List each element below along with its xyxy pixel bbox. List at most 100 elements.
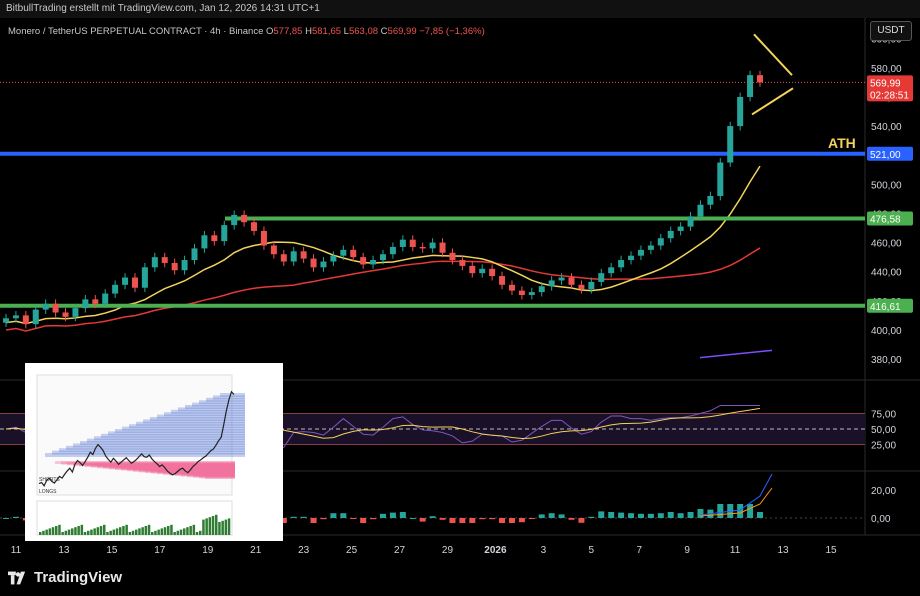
candle-body xyxy=(489,268,496,277)
inset-liq-band-pink xyxy=(175,473,235,476)
inset-volume-bar xyxy=(179,529,183,535)
price-tick-label: 500,00 xyxy=(871,180,902,191)
inset-liq-band-blue xyxy=(206,397,245,402)
inset-liq-band-blue xyxy=(213,395,245,400)
currency-button[interactable]: USDT xyxy=(870,21,912,41)
inset-svg: SHORTS LONGS xyxy=(25,363,283,541)
time-tick-label: 29 xyxy=(442,545,454,556)
tradingview-logo[interactable]: TradingView xyxy=(8,569,122,586)
countdown-badge-bg xyxy=(867,87,913,102)
rsi-tick-label: 25,00 xyxy=(871,441,896,452)
candle-body xyxy=(131,277,138,288)
attribution-text: BitbullTrading erstellt mit TradingView.… xyxy=(6,3,320,14)
inset-liq-band-blue xyxy=(136,421,245,426)
inset-volume-bar xyxy=(138,528,141,535)
candle-body xyxy=(469,265,476,274)
candle-body xyxy=(628,255,635,261)
candle-body xyxy=(251,222,258,231)
macd-histogram-bar xyxy=(360,518,367,523)
macd-histogram-bar xyxy=(399,512,406,518)
inset-liq-band-blue xyxy=(199,400,245,405)
macd-histogram-bar xyxy=(518,518,525,523)
inset-volume-bar xyxy=(176,530,180,535)
time-tick-label: 5 xyxy=(589,545,595,556)
time-tick-label: 11 xyxy=(11,545,22,556)
candle-body xyxy=(677,226,684,231)
inset-volume-bar xyxy=(67,529,71,535)
inset-liq-band-blue xyxy=(115,429,245,433)
candle-body xyxy=(389,246,396,255)
inset-liq-band-blue xyxy=(73,443,245,448)
time-tick-label: 11 xyxy=(730,545,741,556)
macd-histogram-bar xyxy=(429,516,436,518)
inset-liq-band-blue xyxy=(80,441,245,445)
time-tick-label: 13 xyxy=(777,545,789,556)
inset-liq-band-pink xyxy=(109,466,235,470)
inset-volume-bar xyxy=(74,527,77,535)
candle-body xyxy=(62,312,69,317)
inset-volume-bar xyxy=(93,528,96,535)
legend-h-value: 581,65 xyxy=(312,26,344,37)
macd-histogram-bar xyxy=(737,504,744,518)
macd-histogram-bar xyxy=(717,504,724,518)
level-badge-bg xyxy=(867,298,913,313)
candle-body xyxy=(380,254,386,261)
time-tick-label: 3 xyxy=(541,545,547,556)
inset-volume-bar xyxy=(42,530,45,535)
macd-histogram-bar xyxy=(637,513,644,518)
macd-histogram-bar xyxy=(419,518,426,522)
candle-body xyxy=(667,230,674,239)
legend-o-label: O xyxy=(266,26,273,37)
inset-volume-bar xyxy=(154,530,157,535)
candle-body xyxy=(161,257,168,263)
time-tick-label: 23 xyxy=(298,545,310,556)
inset-liq-band-pink xyxy=(121,467,235,471)
macd-histogram-bar xyxy=(618,512,625,518)
attribution-bar: BitbullTrading erstellt mit TradingView.… xyxy=(0,0,920,18)
candle-body xyxy=(508,284,515,291)
macd-histogram-bar xyxy=(449,518,456,523)
candle-body xyxy=(568,277,575,285)
macd-tick-label: 20,00 xyxy=(871,486,896,497)
inset-volume-bar xyxy=(208,517,212,535)
macd-signal-line xyxy=(699,487,773,517)
inset-volume-bar xyxy=(83,532,87,535)
candle-body xyxy=(588,281,595,290)
candle-body xyxy=(727,126,734,163)
pennant-upper xyxy=(753,33,793,76)
inset-volume-bar xyxy=(99,526,103,535)
candle-body xyxy=(429,242,436,249)
macd-histogram-bar xyxy=(657,513,664,518)
legend-line: Monero / TetherUS PERPETUAL CONTRACT · 4… xyxy=(8,26,485,37)
chart-frame[interactable]: 600,00580,00560,00540,00500,00480,00460,… xyxy=(0,18,920,558)
inset-liq-band-pink xyxy=(163,471,235,475)
candle-body xyxy=(439,242,446,253)
candle-body xyxy=(737,96,744,127)
time-tick-label: 27 xyxy=(394,545,406,556)
inset-liq-band-blue xyxy=(164,412,245,417)
inset-volume-bar xyxy=(135,529,138,535)
inset-liq-band-pink xyxy=(187,474,235,478)
candle-body xyxy=(52,303,59,313)
inset-volume-bar xyxy=(186,527,189,535)
candle-body xyxy=(360,257,367,265)
candle-body xyxy=(657,238,664,246)
macd-histogram-bar xyxy=(598,511,605,518)
macd-histogram-bar xyxy=(409,518,416,519)
inset-shorts-label: SHORTS xyxy=(39,477,60,483)
candle-body xyxy=(409,239,416,247)
candle-body xyxy=(32,309,39,325)
candle-body xyxy=(221,225,228,242)
inset-volume-bar xyxy=(173,532,176,535)
inset-volume-bar xyxy=(227,518,231,535)
macd-histogram-bar xyxy=(538,514,545,518)
inset-liq-band-pink xyxy=(103,465,235,469)
macd-histogram-bar xyxy=(548,513,555,518)
candle-body xyxy=(122,277,129,285)
candle-body xyxy=(459,260,466,266)
macd-histogram-bar xyxy=(320,518,327,520)
inset-liq-band-blue xyxy=(87,438,245,443)
inset-volume-bar xyxy=(224,519,228,535)
inset-volume-bar xyxy=(199,530,202,535)
legend-symbol: Monero / TetherUS PERPETUAL CONTRACT · 4… xyxy=(8,26,266,37)
